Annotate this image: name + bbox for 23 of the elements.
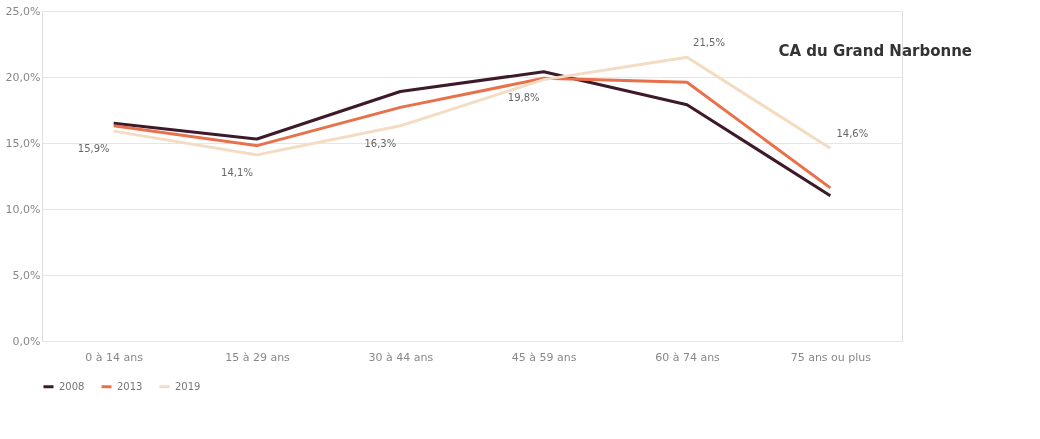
y-tick-label: 0,0%: [12, 334, 41, 348]
y-tick-label: 20,0%: [5, 70, 41, 84]
x-tick-label: 75 ans ou plus: [790, 350, 872, 364]
x-tick-label: 0 à 14 ans: [85, 350, 144, 364]
x-tick-label: 45 à 59 ans: [511, 350, 577, 364]
y-tick-label: 15,0%: [5, 136, 41, 150]
data-label: 15,9%: [77, 143, 110, 155]
legend-label: 2019: [175, 380, 201, 392]
data-label: 21,5%: [693, 37, 725, 49]
legend-label: 2013: [117, 380, 143, 392]
annotation: CA du Grand Narbonne: [778, 42, 972, 60]
x-tick-label: 30 à 44 ans: [368, 350, 434, 364]
y-tick-label: 5,0%: [12, 268, 41, 282]
data-label: 14,6%: [836, 128, 869, 140]
line-series: [112, 55, 832, 157]
legend-label: 2008: [59, 380, 85, 392]
y-tick-label: 25,0%: [5, 4, 41, 18]
x-tick-label: 60 à 74 ans: [655, 350, 721, 364]
y-tick-label: 10,0%: [5, 202, 41, 216]
x-tick-label: 15 à 29 ans: [225, 350, 291, 364]
data-label: 19,8%: [507, 91, 540, 103]
data-label: 14,1%: [221, 166, 253, 178]
data-label: 16,3%: [364, 137, 397, 149]
